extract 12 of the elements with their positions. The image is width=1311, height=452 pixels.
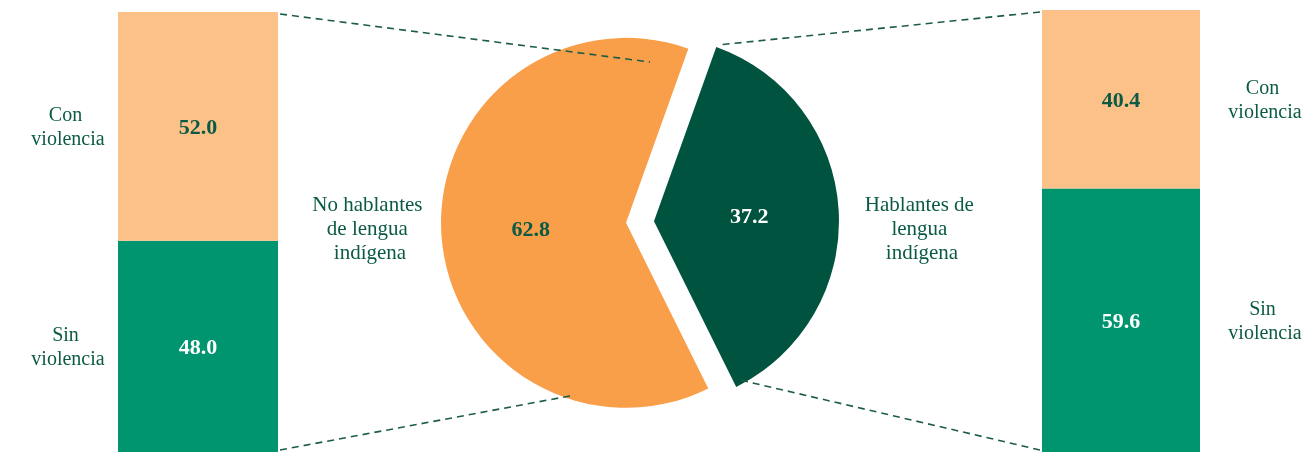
series-label: Sin violencia — [1228, 297, 1302, 344]
data-label: 37.2 — [730, 203, 769, 229]
data-label: 59.6 — [1101, 307, 1141, 333]
data-label: 40.4 — [1101, 86, 1141, 112]
slice-label: Hablantes de lengua indígena — [864, 192, 980, 264]
data-label: 48.0 — [178, 333, 218, 359]
series-label: Con violencia — [31, 103, 105, 150]
data-label: 52.0 — [178, 113, 218, 139]
slice-label: No hablantes de lengua indígena — [312, 192, 428, 264]
series-label: Con violencia — [1228, 76, 1302, 123]
data-label: 62.8 — [511, 215, 550, 241]
series-label: Sin violencia — [31, 323, 105, 370]
